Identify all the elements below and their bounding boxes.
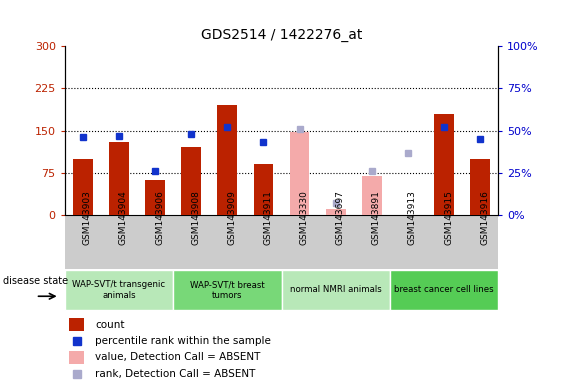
Text: GSM143330: GSM143330 bbox=[300, 190, 309, 245]
FancyBboxPatch shape bbox=[173, 270, 282, 310]
Bar bbox=[326, 209, 346, 215]
Bar bbox=[217, 105, 237, 215]
Bar bbox=[65, 215, 101, 269]
Title: GDS2514 / 1422276_at: GDS2514 / 1422276_at bbox=[201, 28, 362, 42]
Bar bbox=[101, 215, 137, 269]
Text: disease state: disease state bbox=[3, 276, 68, 286]
Text: GSM143891: GSM143891 bbox=[372, 190, 381, 245]
Bar bbox=[282, 215, 318, 269]
Bar bbox=[354, 215, 390, 269]
Text: WAP-SVT/t transgenic
animals: WAP-SVT/t transgenic animals bbox=[73, 280, 166, 300]
Text: breast cancer cell lines: breast cancer cell lines bbox=[394, 285, 494, 295]
Text: GSM143909: GSM143909 bbox=[227, 190, 236, 245]
Text: GSM143908: GSM143908 bbox=[191, 190, 200, 245]
Text: normal NMRI animals: normal NMRI animals bbox=[290, 285, 382, 295]
Text: percentile rank within the sample: percentile rank within the sample bbox=[95, 336, 271, 346]
Bar bbox=[253, 164, 274, 215]
FancyBboxPatch shape bbox=[65, 270, 173, 310]
Text: GSM143916: GSM143916 bbox=[480, 190, 489, 245]
Bar bbox=[209, 215, 245, 269]
Bar bbox=[390, 215, 426, 269]
Bar bbox=[289, 132, 310, 215]
Bar bbox=[137, 215, 173, 269]
Bar bbox=[426, 215, 462, 269]
Text: value, Detection Call = ABSENT: value, Detection Call = ABSENT bbox=[95, 352, 261, 362]
Bar bbox=[245, 215, 282, 269]
FancyBboxPatch shape bbox=[69, 351, 84, 364]
Bar bbox=[434, 114, 454, 215]
Text: GSM143904: GSM143904 bbox=[119, 190, 128, 245]
Text: WAP-SVT/t breast
tumors: WAP-SVT/t breast tumors bbox=[190, 280, 265, 300]
Text: GSM143911: GSM143911 bbox=[263, 190, 272, 245]
Text: GSM143913: GSM143913 bbox=[408, 190, 417, 245]
Bar bbox=[181, 147, 201, 215]
Bar bbox=[362, 175, 382, 215]
Text: GSM143903: GSM143903 bbox=[83, 190, 92, 245]
FancyBboxPatch shape bbox=[390, 270, 498, 310]
Bar bbox=[318, 215, 354, 269]
Text: GSM143915: GSM143915 bbox=[444, 190, 453, 245]
Bar bbox=[73, 159, 93, 215]
Text: rank, Detection Call = ABSENT: rank, Detection Call = ABSENT bbox=[95, 369, 256, 379]
FancyBboxPatch shape bbox=[282, 270, 390, 310]
Text: count: count bbox=[95, 319, 124, 330]
Text: GSM143906: GSM143906 bbox=[155, 190, 164, 245]
Bar bbox=[145, 180, 165, 215]
Bar bbox=[470, 159, 490, 215]
FancyBboxPatch shape bbox=[69, 318, 84, 331]
Bar bbox=[173, 215, 209, 269]
Bar bbox=[462, 215, 498, 269]
Text: GSM143697: GSM143697 bbox=[336, 190, 345, 245]
Bar bbox=[109, 142, 129, 215]
